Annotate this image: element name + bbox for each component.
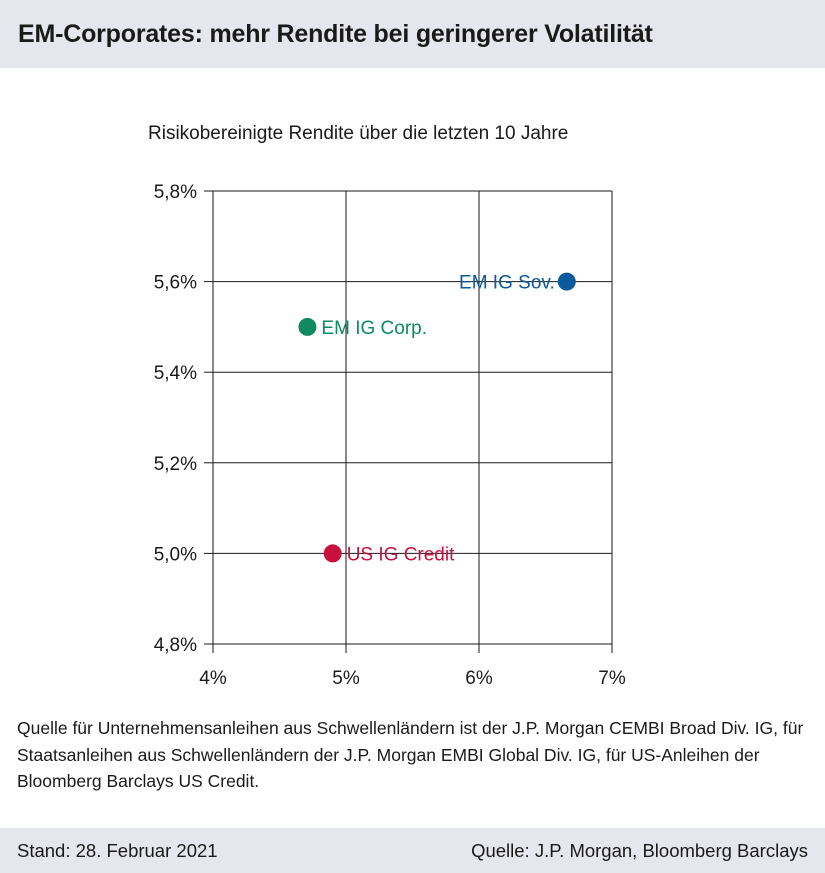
x-tick-label: 4% (199, 668, 227, 689)
footer-date: Stand: 28. Februar 2021 (17, 839, 218, 861)
y-tick-label: 5,4% (154, 363, 197, 384)
footer-bar: Stand: 28. Februar 2021 Quelle: J.P. Mor… (0, 828, 825, 873)
point-label: EM IG Corp. (321, 318, 427, 339)
y-tick-label: 5,6% (154, 273, 197, 294)
data-point (298, 317, 317, 336)
point-label: EM IG Sov. (459, 273, 555, 294)
x-tick-label: 7% (598, 668, 626, 689)
y-tick-label: 5,0% (154, 544, 197, 565)
source-note: Quelle für Unternehmensanleihen aus Schw… (17, 718, 804, 791)
x-tick-label: 5% (332, 668, 360, 689)
y-tick-label: 5,8% (154, 182, 197, 203)
chart-header: EM-Corporates: mehr Rendite bei geringer… (0, 0, 825, 68)
scatter-chart: 4,8% 5,0% 5,2% 5,4% 5,6% 5,8% 4% 5% 6% 7% EM IG So… (154, 182, 626, 689)
chart-subtitle: Risikobereinigte Rendite über die letzte… (148, 123, 569, 144)
page-title: EM-Corporates: mehr Rendite bei geringer… (18, 19, 653, 48)
y-tick-label: 4,8% (154, 635, 197, 656)
footer-source: Quelle: J.P. Morgan, Bloomberg Barclays (471, 839, 808, 861)
data-point (557, 272, 576, 291)
point-label: US IG Credit (347, 544, 455, 565)
x-tick-label: 6% (465, 668, 493, 689)
y-tick-label: 5,2% (154, 454, 197, 475)
data-point (323, 544, 342, 563)
